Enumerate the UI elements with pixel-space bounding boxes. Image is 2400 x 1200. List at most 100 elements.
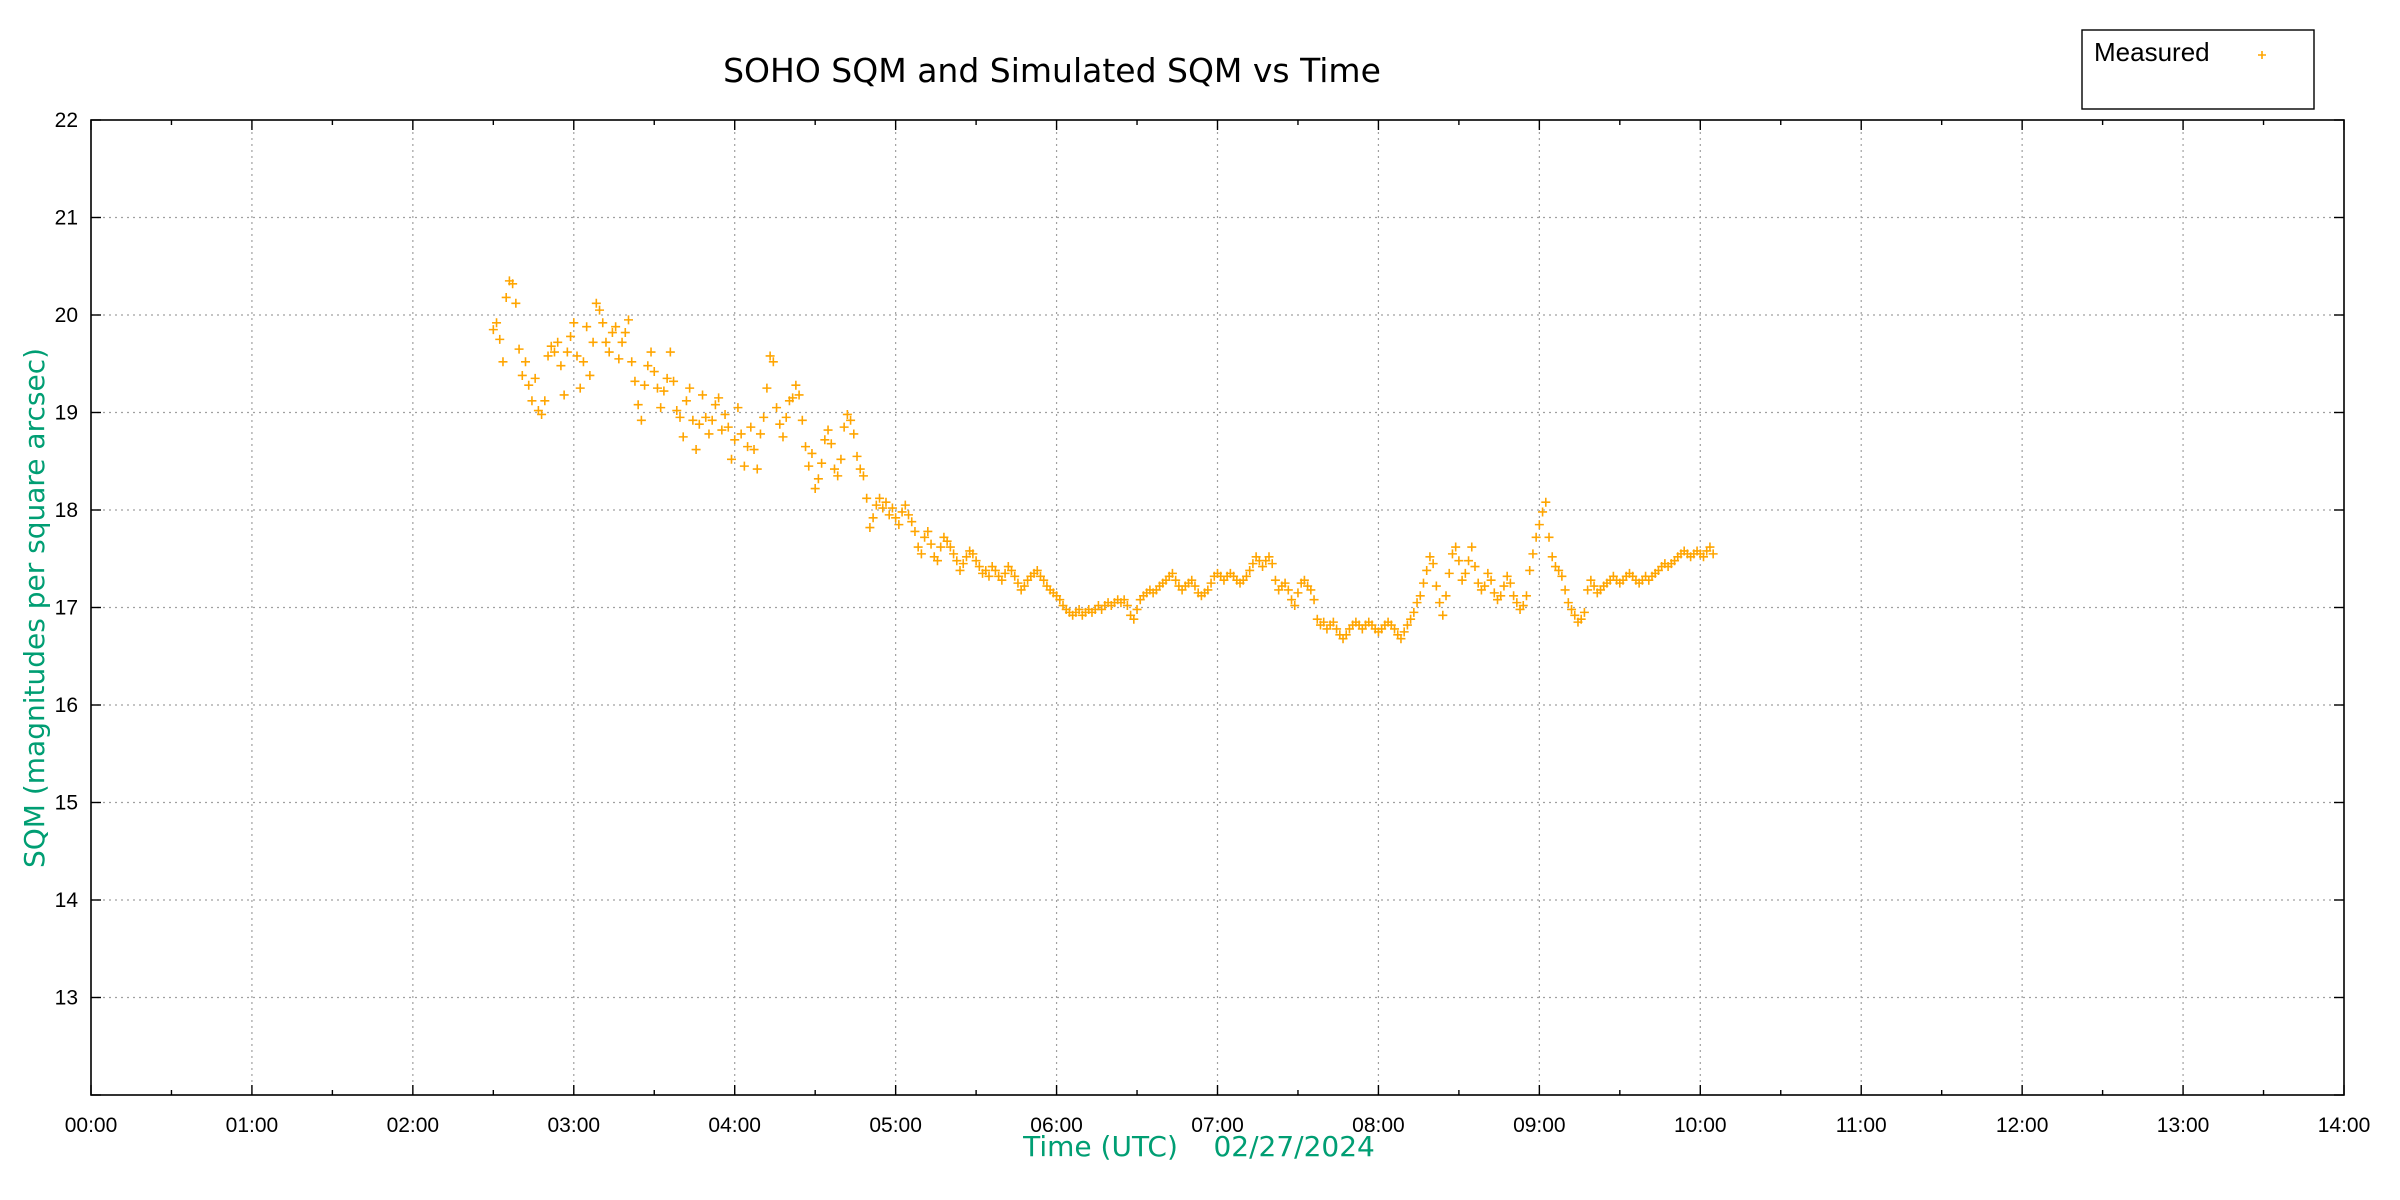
y-tick-label: 19 [55, 402, 78, 425]
data-point [566, 331, 576, 341]
data-point [823, 425, 833, 435]
data-point [672, 406, 682, 416]
data-point [907, 517, 917, 527]
data-point [1567, 604, 1577, 614]
data-point [620, 328, 630, 338]
data-point [1412, 598, 1422, 608]
data-point [627, 357, 637, 367]
data-point [1505, 578, 1515, 588]
data-point [891, 513, 901, 523]
data-point [492, 318, 502, 328]
data-point [1122, 601, 1132, 611]
data-point [749, 445, 759, 455]
data-point [553, 337, 563, 347]
data-point [710, 400, 720, 410]
data-point [540, 396, 550, 406]
x-tick-label: 14:00 [2318, 1114, 2371, 1137]
data-point [530, 373, 540, 383]
x-tick-label: 10:00 [1674, 1114, 1727, 1137]
x-tick-label: 00:00 [65, 1114, 118, 1137]
measured-series [488, 276, 1718, 644]
data-point [884, 510, 894, 520]
data-point [1460, 568, 1470, 578]
y-tick-label: 15 [55, 792, 78, 815]
x-axis-label: Time (UTC) 02/27/2024 [1022, 1130, 1375, 1163]
data-point [1415, 591, 1425, 601]
data-point [961, 552, 971, 562]
data-point [913, 542, 923, 552]
data-point [801, 442, 811, 452]
data-point [588, 337, 598, 347]
data-point [1396, 634, 1406, 644]
legend-label-measured: Measured [2094, 37, 2210, 67]
data-point [1521, 591, 1531, 601]
data-point [1502, 571, 1512, 581]
data-point [669, 376, 679, 386]
data-point [501, 292, 511, 302]
data-point [926, 539, 936, 549]
data-point [1544, 532, 1554, 542]
x-tick-label: 08:00 [1352, 1114, 1405, 1137]
data-point [707, 415, 717, 425]
data-point [1570, 610, 1580, 620]
data-point [778, 432, 788, 442]
data-point [736, 429, 746, 439]
data-point [656, 403, 666, 413]
data-point [559, 390, 569, 400]
data-point [659, 386, 669, 396]
axis-ticks [90, 119, 2345, 1096]
data-point [1267, 559, 1277, 569]
data-point [1705, 542, 1715, 552]
data-point [614, 354, 624, 364]
data-point [714, 393, 724, 403]
data-point [1425, 552, 1435, 562]
data-point [624, 315, 634, 325]
data-point [1547, 552, 1557, 562]
data-point [643, 361, 653, 371]
data-point [569, 318, 579, 328]
data-point [1444, 568, 1454, 578]
data-point [1332, 624, 1342, 634]
y-tick-labels: 13 14 15 16 17 18 19 20 21 22 [55, 109, 79, 1010]
data-point [701, 412, 711, 422]
data-point [562, 347, 572, 357]
data-point [1509, 591, 1519, 601]
data-point [508, 279, 518, 289]
y-tick-label: 16 [55, 694, 78, 717]
data-point [1032, 565, 1042, 575]
y-tick-label: 21 [55, 207, 78, 230]
data-point [743, 442, 753, 452]
y-tick-label: 20 [55, 304, 78, 327]
data-point [652, 383, 662, 393]
data-point [704, 429, 714, 439]
data-point [1563, 598, 1573, 608]
x-tick-label: 02:00 [387, 1114, 440, 1137]
data-point [755, 429, 765, 439]
data-point [765, 351, 775, 361]
data-point [833, 471, 843, 481]
data-point [1489, 588, 1499, 598]
data-point [804, 461, 814, 471]
data-point [1039, 575, 1049, 585]
grid-lines [91, 120, 2344, 1095]
data-point [1293, 588, 1303, 598]
data-point [1583, 585, 1593, 595]
data-point [842, 409, 852, 419]
data-point [665, 347, 675, 357]
data-point [607, 328, 617, 338]
data-point [1399, 627, 1409, 637]
data-point [739, 461, 749, 471]
data-point [678, 432, 688, 442]
data-point [1447, 549, 1457, 559]
data-point [1454, 556, 1464, 566]
data-point [730, 435, 740, 445]
y-tick-label: 22 [55, 109, 78, 132]
data-point [868, 513, 878, 523]
data-point [839, 422, 849, 432]
data-point [585, 370, 595, 380]
data-point [611, 322, 621, 332]
data-point [733, 403, 743, 413]
data-point [1699, 552, 1708, 562]
data-point [1007, 565, 1017, 575]
